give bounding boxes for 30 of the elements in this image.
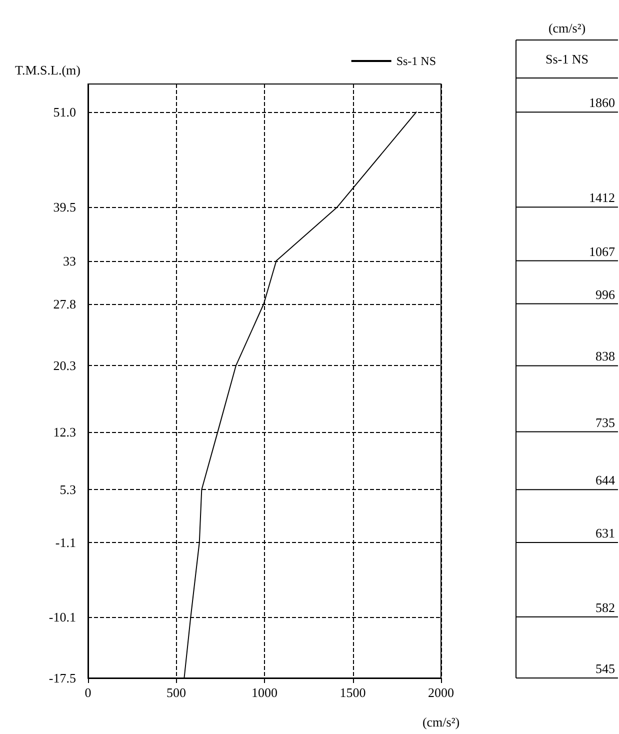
x-tick-label: 1500 [340,685,366,700]
y-tick-label: -10.1 [48,609,76,624]
y-tick-label: 27.8 [53,296,76,312]
text: 545 [596,661,615,676]
y-tick-label: -17.5 [48,670,76,686]
text: (cm/s²) [548,20,586,36]
text: 1860 [589,95,615,110]
text: 838 [596,348,615,364]
text: 1067 [589,244,616,259]
legend-label: Ss-1 NS [396,54,436,68]
text: Ss-1 NS [546,52,588,66]
text: 735 [596,414,615,430]
y-axis-title: T.M.S.L.(m) [15,62,80,78]
x-tick-label: 1000 [252,685,278,700]
y-tick-label: 33 [63,253,76,268]
text: 631 [596,526,615,541]
y-tick-label: 12.3 [53,424,76,440]
y-tick-label: 39.5 [53,200,76,215]
y-tick-label: 20.3 [53,358,76,374]
y-tick-label: -1.1 [55,535,76,550]
x-tick-label: 500 [166,685,186,700]
text: 644 [596,472,616,488]
y-tick-label: 51.0 [53,104,76,120]
text: 582 [596,600,615,615]
x-tick-label: 2000 [428,685,454,700]
y-tick-label: 5.3 [60,482,76,498]
x-axis-title: (cm/s²) [422,714,460,730]
text: 1412 [589,190,615,206]
x-tick-label: 0 [84,685,92,700]
text: 996 [596,286,616,302]
